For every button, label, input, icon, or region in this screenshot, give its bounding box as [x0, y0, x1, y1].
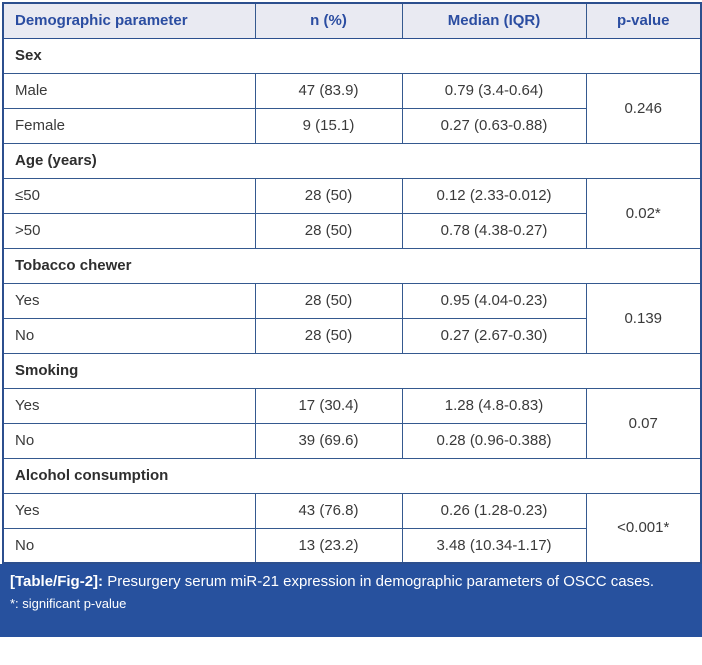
section-header: Sex [2, 37, 702, 74]
section-row-tobacco-chewer: Tobacco chewer [2, 247, 702, 284]
cell-n: 39 (69.6) [254, 422, 403, 459]
table-row: No 39 (69.6) 0.28 (0.96-0.388) [2, 422, 701, 459]
row-label: No [2, 317, 256, 354]
cell-n: 13 (23.2) [254, 527, 403, 564]
table-row: Yes 17 (30.4) 1.28 (4.8-0.83) 0.07 [2, 387, 702, 459]
table-row: Female 9 (15.1) 0.27 (0.63-0.88) [2, 107, 701, 144]
cell-p-value: 0.139 [585, 282, 702, 354]
cell-p-value: 0.07 [585, 387, 702, 459]
section-row-smoking: Smoking [2, 352, 702, 389]
cell-n: 28 (50) [254, 177, 403, 214]
header-row: Demographic parameter n (%) Median (IQR)… [2, 2, 702, 39]
row-label: Yes [2, 492, 256, 529]
row-label: Yes [2, 282, 256, 319]
cell-median: 0.95 (4.04-0.23) [401, 282, 587, 319]
table-row: Yes 28 (50) 0.95 (4.04-0.23) 0.139 [2, 282, 702, 354]
cell-n: 17 (30.4) [254, 387, 403, 424]
section-header: Age (years) [2, 142, 702, 179]
section-row-sex: Sex [2, 37, 702, 74]
cell-median: 0.26 (1.28-0.23) [401, 492, 587, 529]
section-header: Smoking [2, 352, 702, 389]
cell-median: 0.27 (2.67-0.30) [401, 317, 587, 354]
cell-median: 0.28 (0.96-0.388) [401, 422, 587, 459]
cell-median: 0.27 (0.63-0.88) [401, 107, 587, 144]
col-header-parameter: Demographic parameter [2, 2, 256, 39]
row-label: Male [2, 72, 256, 109]
caption-label: [Table/Fig-2]: [10, 573, 104, 590]
cell-median: 0.78 (4.38-0.27) [401, 212, 587, 249]
caption-line: [Table/Fig-2]: Presurgery serum miR-21 e… [10, 572, 690, 592]
table-row: Yes 43 (76.8) 0.26 (1.28-0.23) <0.001* [2, 492, 702, 564]
cell-n: 43 (76.8) [254, 492, 403, 529]
cell-median: 3.48 (10.34-1.17) [401, 527, 587, 564]
section-row-age-years: Age (years) [2, 142, 702, 179]
row-label: Female [2, 107, 256, 144]
cell-n: 28 (50) [254, 317, 403, 354]
table-row: No 13 (23.2) 3.48 (10.34-1.17) [2, 527, 701, 564]
table-row: Male 47 (83.9) 0.79 (3.4-0.64) 0.246 [2, 72, 702, 144]
cell-n: 47 (83.9) [254, 72, 403, 109]
row-label: >50 [2, 212, 256, 249]
table-row: No 28 (50) 0.27 (2.67-0.30) [2, 317, 701, 354]
col-header-pvalue: p-value [585, 2, 702, 39]
demographics-table: Demographic parameter n (%) Median (IQR)… [2, 2, 702, 564]
caption-text: Presurgery serum miR-21 expression in de… [107, 573, 655, 590]
section-row-alcohol-consumption: Alcohol consumption [2, 457, 702, 494]
cell-median: 0.12 (2.33-0.012) [401, 177, 587, 214]
table-row: >50 28 (50) 0.78 (4.38-0.27) [2, 212, 701, 249]
section-header: Alcohol consumption [2, 457, 702, 494]
row-label: No [2, 527, 256, 564]
col-header-n: n (%) [254, 2, 403, 39]
cell-p-value: 0.02* [585, 177, 702, 249]
section-header: Tobacco chewer [2, 247, 702, 284]
table-row: ≤50 28 (50) 0.12 (2.33-0.012) 0.02* [2, 177, 702, 249]
cell-p-value: 0.246 [585, 72, 702, 144]
cell-median: 1.28 (4.8-0.83) [401, 387, 587, 424]
col-header-median: Median (IQR) [401, 2, 587, 39]
row-label: No [2, 422, 256, 459]
caption-note: *: significant p-value [10, 596, 127, 611]
cell-n: 28 (50) [254, 282, 403, 319]
cell-n: 28 (50) [254, 212, 403, 249]
cell-n: 9 (15.1) [254, 107, 403, 144]
cell-median: 0.79 (3.4-0.64) [401, 72, 587, 109]
row-label: Yes [2, 387, 256, 424]
cell-p-value: <0.001* [585, 492, 702, 564]
row-label: ≤50 [2, 177, 256, 214]
table-caption: [Table/Fig-2]: Presurgery serum miR-21 e… [0, 564, 702, 637]
